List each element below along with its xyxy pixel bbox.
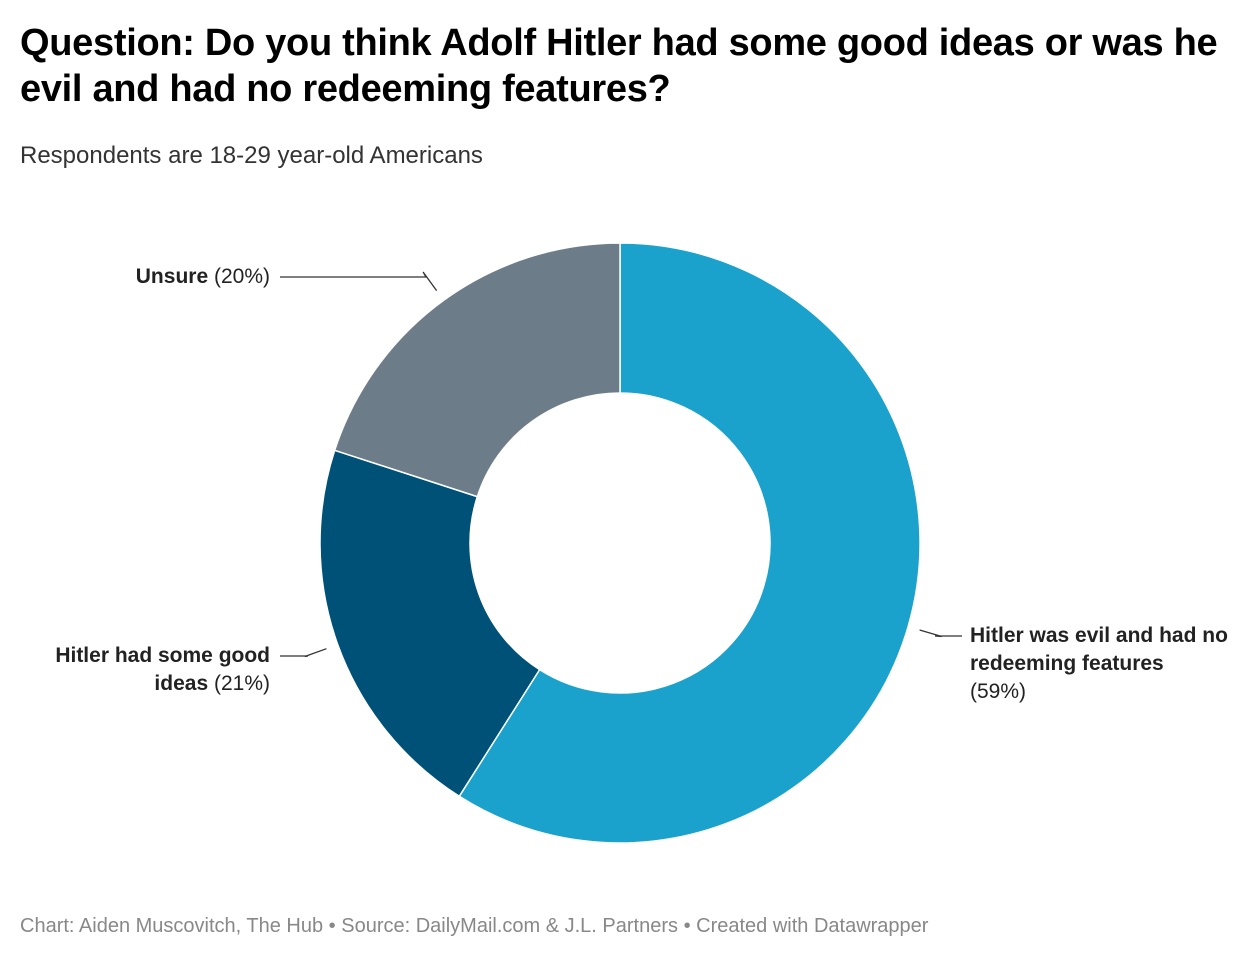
slice-label-unsure-category: Unsure: [135, 265, 209, 288]
donut-slices: [319, 242, 921, 844]
slice-unsure: [333, 242, 621, 498]
chart-subtitle: Respondents are 18-29 year-old Americans: [20, 142, 483, 169]
slice-label-good-ideas-category: Hitler had some good ideas: [55, 644, 270, 695]
slice-label-good-ideas-value: (21%): [213, 672, 270, 695]
leader-line-good-ideas: [280, 648, 327, 658]
slice-label-unsure-value: (20%): [213, 265, 270, 288]
slice-evil: [458, 242, 921, 844]
slice-label-evil: Hitler was evil and had no redeeming fea…: [970, 622, 1230, 706]
chart-footer-credit: Chart: Aiden Muscovitch, The Hub • Sourc…: [20, 915, 929, 937]
slice-label-evil-value: (59%): [970, 680, 1027, 703]
chart-title: Question: Do you think Adolf Hitler had …: [20, 22, 1218, 110]
slice-label-good-ideas: Hitler had some good ideas (21%): [20, 642, 270, 698]
leader-line-evil: [919, 629, 962, 638]
leader-lines: [280, 271, 962, 658]
leader-line-unsure: [280, 271, 438, 291]
slice-label-unsure: Unsure (20%): [20, 263, 270, 291]
slice-good-ideas: [319, 449, 541, 798]
slice-label-evil-category: Hitler was evil and had no redeeming fea…: [970, 624, 1228, 675]
